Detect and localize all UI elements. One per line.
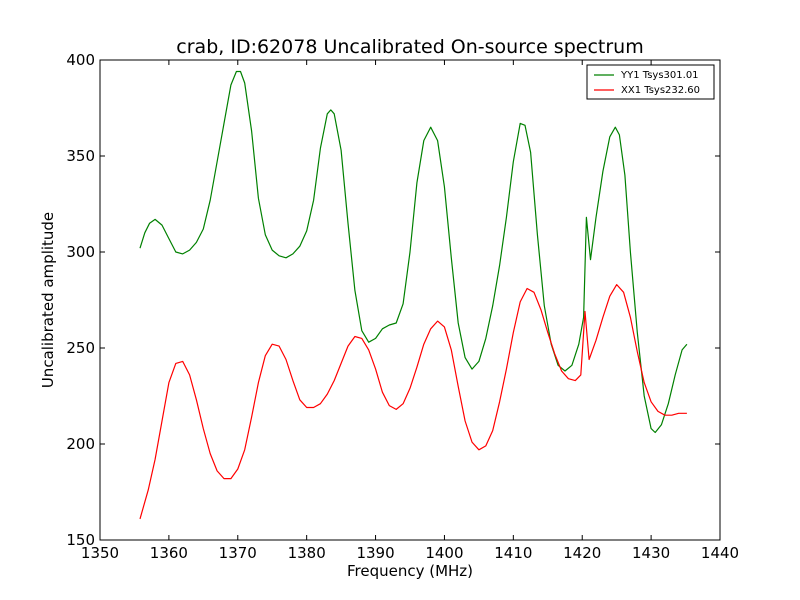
- y-tick-label-2: 250: [66, 339, 95, 357]
- series-group: [139, 70, 688, 520]
- y-tick-label-4: 350: [66, 147, 95, 165]
- plot-area: [99, 59, 721, 541]
- y-tick-label-1: 200: [66, 435, 95, 453]
- y-tick-label-0: 150: [66, 531, 95, 549]
- x-tick-label-4: 1390: [356, 544, 394, 562]
- legend-label-xx1: XX1 Tsys232.60: [621, 85, 700, 96]
- x-tick-label-0: 1350: [81, 544, 119, 562]
- x-tick-label-7: 1420: [563, 544, 601, 562]
- x-axis: 1350 1360 1370 1380 1390 1400 1410 1420 1430 1440: [81, 60, 739, 562]
- x-tick-label-1: 1360: [150, 544, 188, 562]
- x-tick-label-5: 1400: [425, 544, 463, 562]
- plot-frame: [99, 59, 721, 541]
- chart-title: crab, ID:62078 Uncalibrated On-source sp…: [176, 36, 643, 58]
- legend-box: [586, 64, 715, 100]
- x-tick-label-2: 1370: [219, 544, 257, 562]
- x-tick-label-8: 1430: [632, 544, 670, 562]
- x-tick-label-9: 1440: [701, 544, 739, 562]
- legend: YY1 Tsys301.01 XX1 Tsys232.60: [586, 64, 715, 100]
- y-axis: 150 200 250 300 350 400: [66, 51, 720, 549]
- x-tick-label-6: 1410: [494, 544, 532, 562]
- x-tick-label-3: 1380: [288, 544, 326, 562]
- x-axis-label: Frequency (MHz): [347, 562, 473, 580]
- y-axis-label: Uncalibrated amplitude: [39, 212, 57, 388]
- series-line-1: [139, 284, 687, 520]
- y-tick-label-5: 400: [66, 51, 95, 69]
- series-line-0: [139, 70, 688, 434]
- legend-label-yy1: YY1 Tsys301.01: [620, 70, 699, 81]
- y-tick-label-3: 300: [66, 243, 95, 261]
